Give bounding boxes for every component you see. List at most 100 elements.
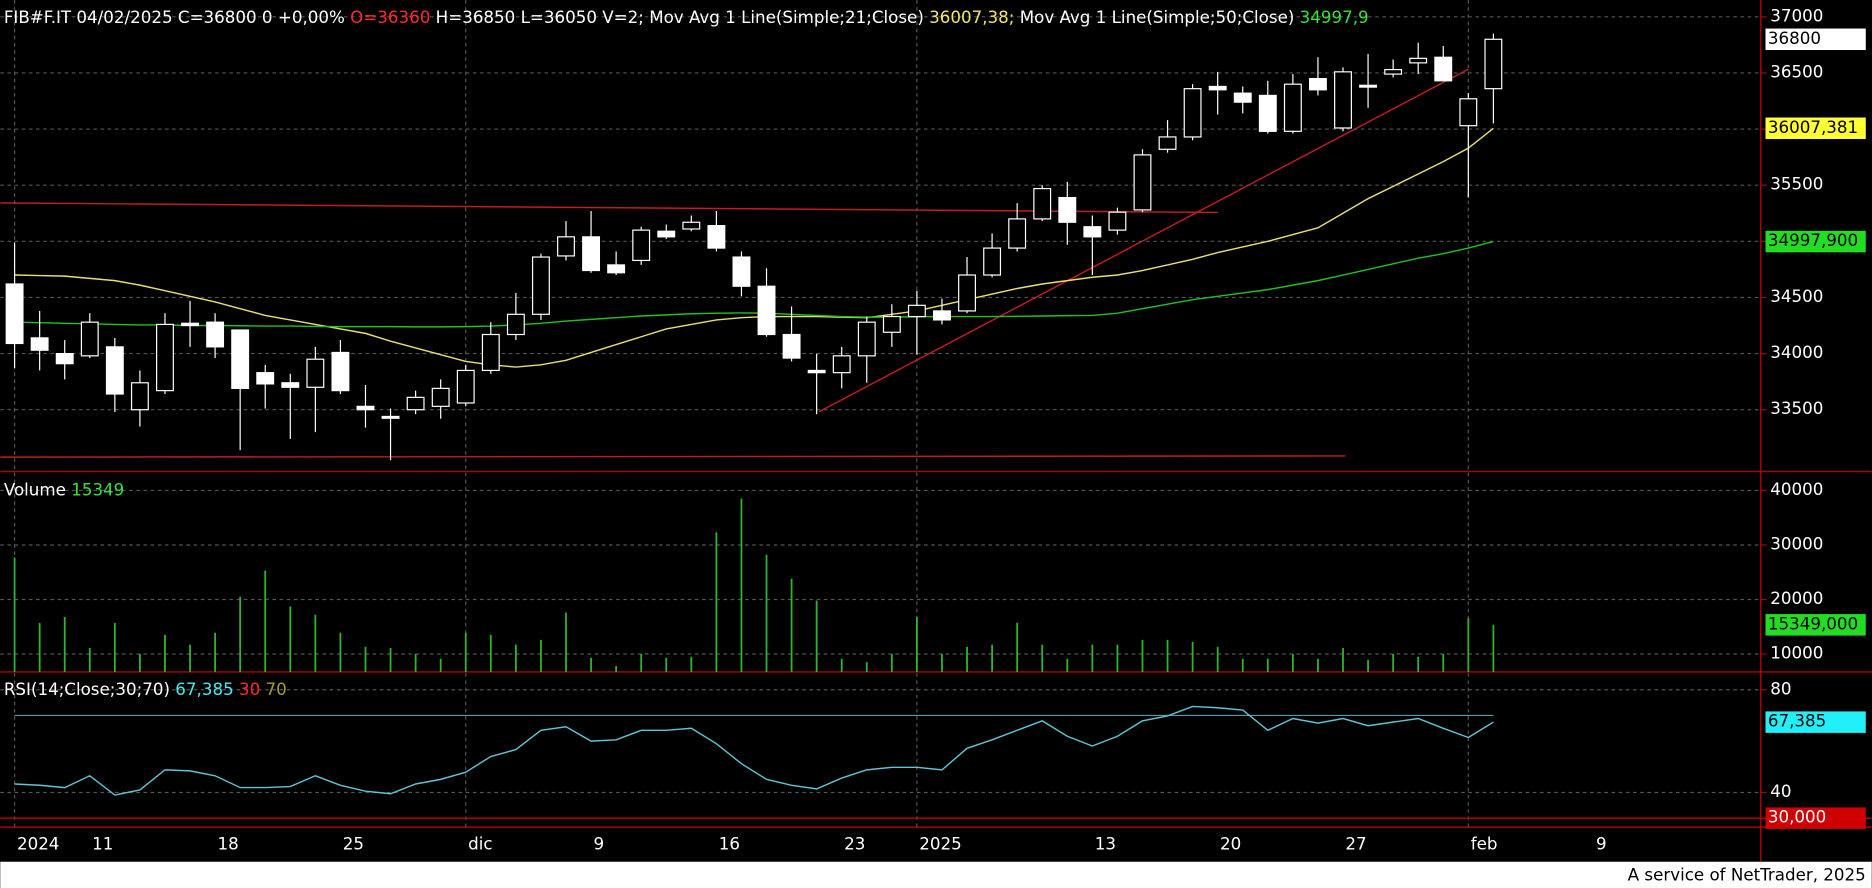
candle-body — [657, 230, 676, 238]
candle-body — [181, 322, 199, 327]
candle-body — [1334, 71, 1352, 129]
candle-body — [206, 321, 225, 348]
last-value-label: 36800 — [1768, 28, 1821, 48]
last-value-box: 15349,000 — [1765, 613, 1866, 636]
candle-body — [1008, 218, 1027, 249]
moving-average — [14, 127, 1494, 368]
x-tick-label: 27 — [1345, 834, 1366, 854]
candle-body — [1359, 84, 1378, 88]
footer: A service of NetTrader, 2025 — [1628, 865, 1866, 885]
candle-body — [130, 382, 149, 411]
candle-body — [55, 352, 74, 365]
candle-body — [1058, 196, 1077, 223]
candle-body — [1208, 85, 1227, 91]
candle-body — [882, 315, 901, 333]
candle-body — [506, 313, 525, 336]
last-value-box: 36800 — [1765, 28, 1866, 51]
header-part: H=36850 L=36050 V=2; Mov Avg 1 Line(Simp… — [430, 6, 929, 26]
candle-body — [807, 369, 826, 374]
candle-body — [1233, 92, 1252, 103]
candle-body — [156, 323, 174, 392]
y-tick-label: 40000 — [1770, 479, 1823, 499]
last-value-label: 30,000 — [1768, 807, 1826, 827]
candle-body — [557, 236, 575, 257]
candle-body — [607, 264, 626, 274]
candle-body — [857, 321, 876, 357]
candle-body — [933, 310, 951, 321]
moving-average — [14, 240, 1494, 328]
candle-body — [1484, 38, 1503, 90]
header-part: 67,385 — [175, 678, 239, 698]
candle-body — [256, 372, 275, 385]
header-part: 36007,38; — [929, 6, 1020, 26]
candle-body — [1183, 88, 1202, 138]
y-tick-label: 30000 — [1770, 533, 1823, 553]
candle-body — [832, 355, 851, 374]
candle-body — [1158, 136, 1177, 150]
trendlines — [0, 68, 1469, 458]
trendline — [0, 202, 1218, 214]
candle-body — [682, 221, 701, 230]
panel-header: Volume 15349 — [4, 479, 124, 499]
header-part: Volume — [4, 479, 71, 499]
y-tick-label: 34000 — [1770, 342, 1823, 362]
x-tick-label: 9 — [593, 834, 604, 854]
candle-body — [1409, 57, 1428, 64]
candle-body — [582, 236, 601, 272]
candle-body — [1283, 83, 1302, 132]
panel-header: RSI(14;Close;30;70) 67,385 30 70 — [4, 678, 287, 698]
y-tick-label: 36500 — [1770, 61, 1823, 81]
header-part: RSI(14;Close;30;70) — [4, 678, 175, 698]
last-value-box: 36007,381 — [1765, 117, 1866, 140]
candle-body — [356, 405, 375, 411]
y-tick-label: 40 — [1770, 781, 1791, 801]
candle-body — [1308, 77, 1327, 91]
last-value-bg — [1765, 28, 1866, 51]
candle-body — [281, 382, 300, 388]
x-tick-label: 9 — [1596, 834, 1607, 854]
x-tick-label: 18 — [217, 834, 238, 854]
candle-body — [531, 256, 550, 315]
last-value-bg — [1765, 230, 1866, 253]
header-part: 30 — [239, 678, 266, 698]
x-tick-label: 11 — [92, 834, 113, 854]
candle-body — [306, 358, 325, 388]
candle-body — [983, 247, 1002, 276]
trendline — [818, 68, 1469, 413]
candle-body — [1083, 226, 1102, 238]
last-value-box: 34997,900 — [1765, 230, 1866, 253]
x-tick-label: feb — [1471, 834, 1498, 854]
header-part: 70 — [266, 678, 287, 698]
y-tick-label: 37000 — [1770, 5, 1823, 25]
y-tick-label: 35500 — [1770, 174, 1823, 194]
candle-body — [456, 369, 475, 404]
last-value-label: 36007,381 — [1768, 117, 1858, 137]
last-value-bg — [1765, 807, 1866, 829]
header-part: Mov Avg 1 Line(Simple;50;Close) — [1020, 6, 1300, 26]
last-value-box: 67,385 — [1765, 711, 1866, 733]
last-value-label: 34997,900 — [1768, 230, 1858, 250]
last-value-bg — [1765, 711, 1866, 733]
x-tick-label: 16 — [719, 834, 740, 854]
candle-body — [381, 415, 400, 419]
candle-body — [331, 351, 350, 392]
candle-body — [1434, 56, 1453, 82]
y-tick-label: 33500 — [1770, 398, 1823, 418]
candle-body — [707, 225, 726, 249]
rsi-line — [14, 705, 1494, 796]
last-value-box: 30,000 — [1765, 807, 1866, 829]
candle-body — [105, 346, 124, 395]
candle-body — [1384, 68, 1403, 75]
candle-body — [907, 304, 926, 318]
candle-body — [481, 333, 500, 372]
header-part: 15349 — [71, 479, 124, 499]
candle-body — [958, 274, 976, 312]
candle-body — [1258, 94, 1277, 132]
x-tick-label: 2024 — [17, 834, 59, 854]
last-value-label: 15349,000 — [1768, 613, 1858, 633]
candle-body — [632, 229, 651, 262]
y-tick-label: 80 — [1770, 678, 1791, 698]
x-tick-label: 25 — [343, 834, 364, 854]
